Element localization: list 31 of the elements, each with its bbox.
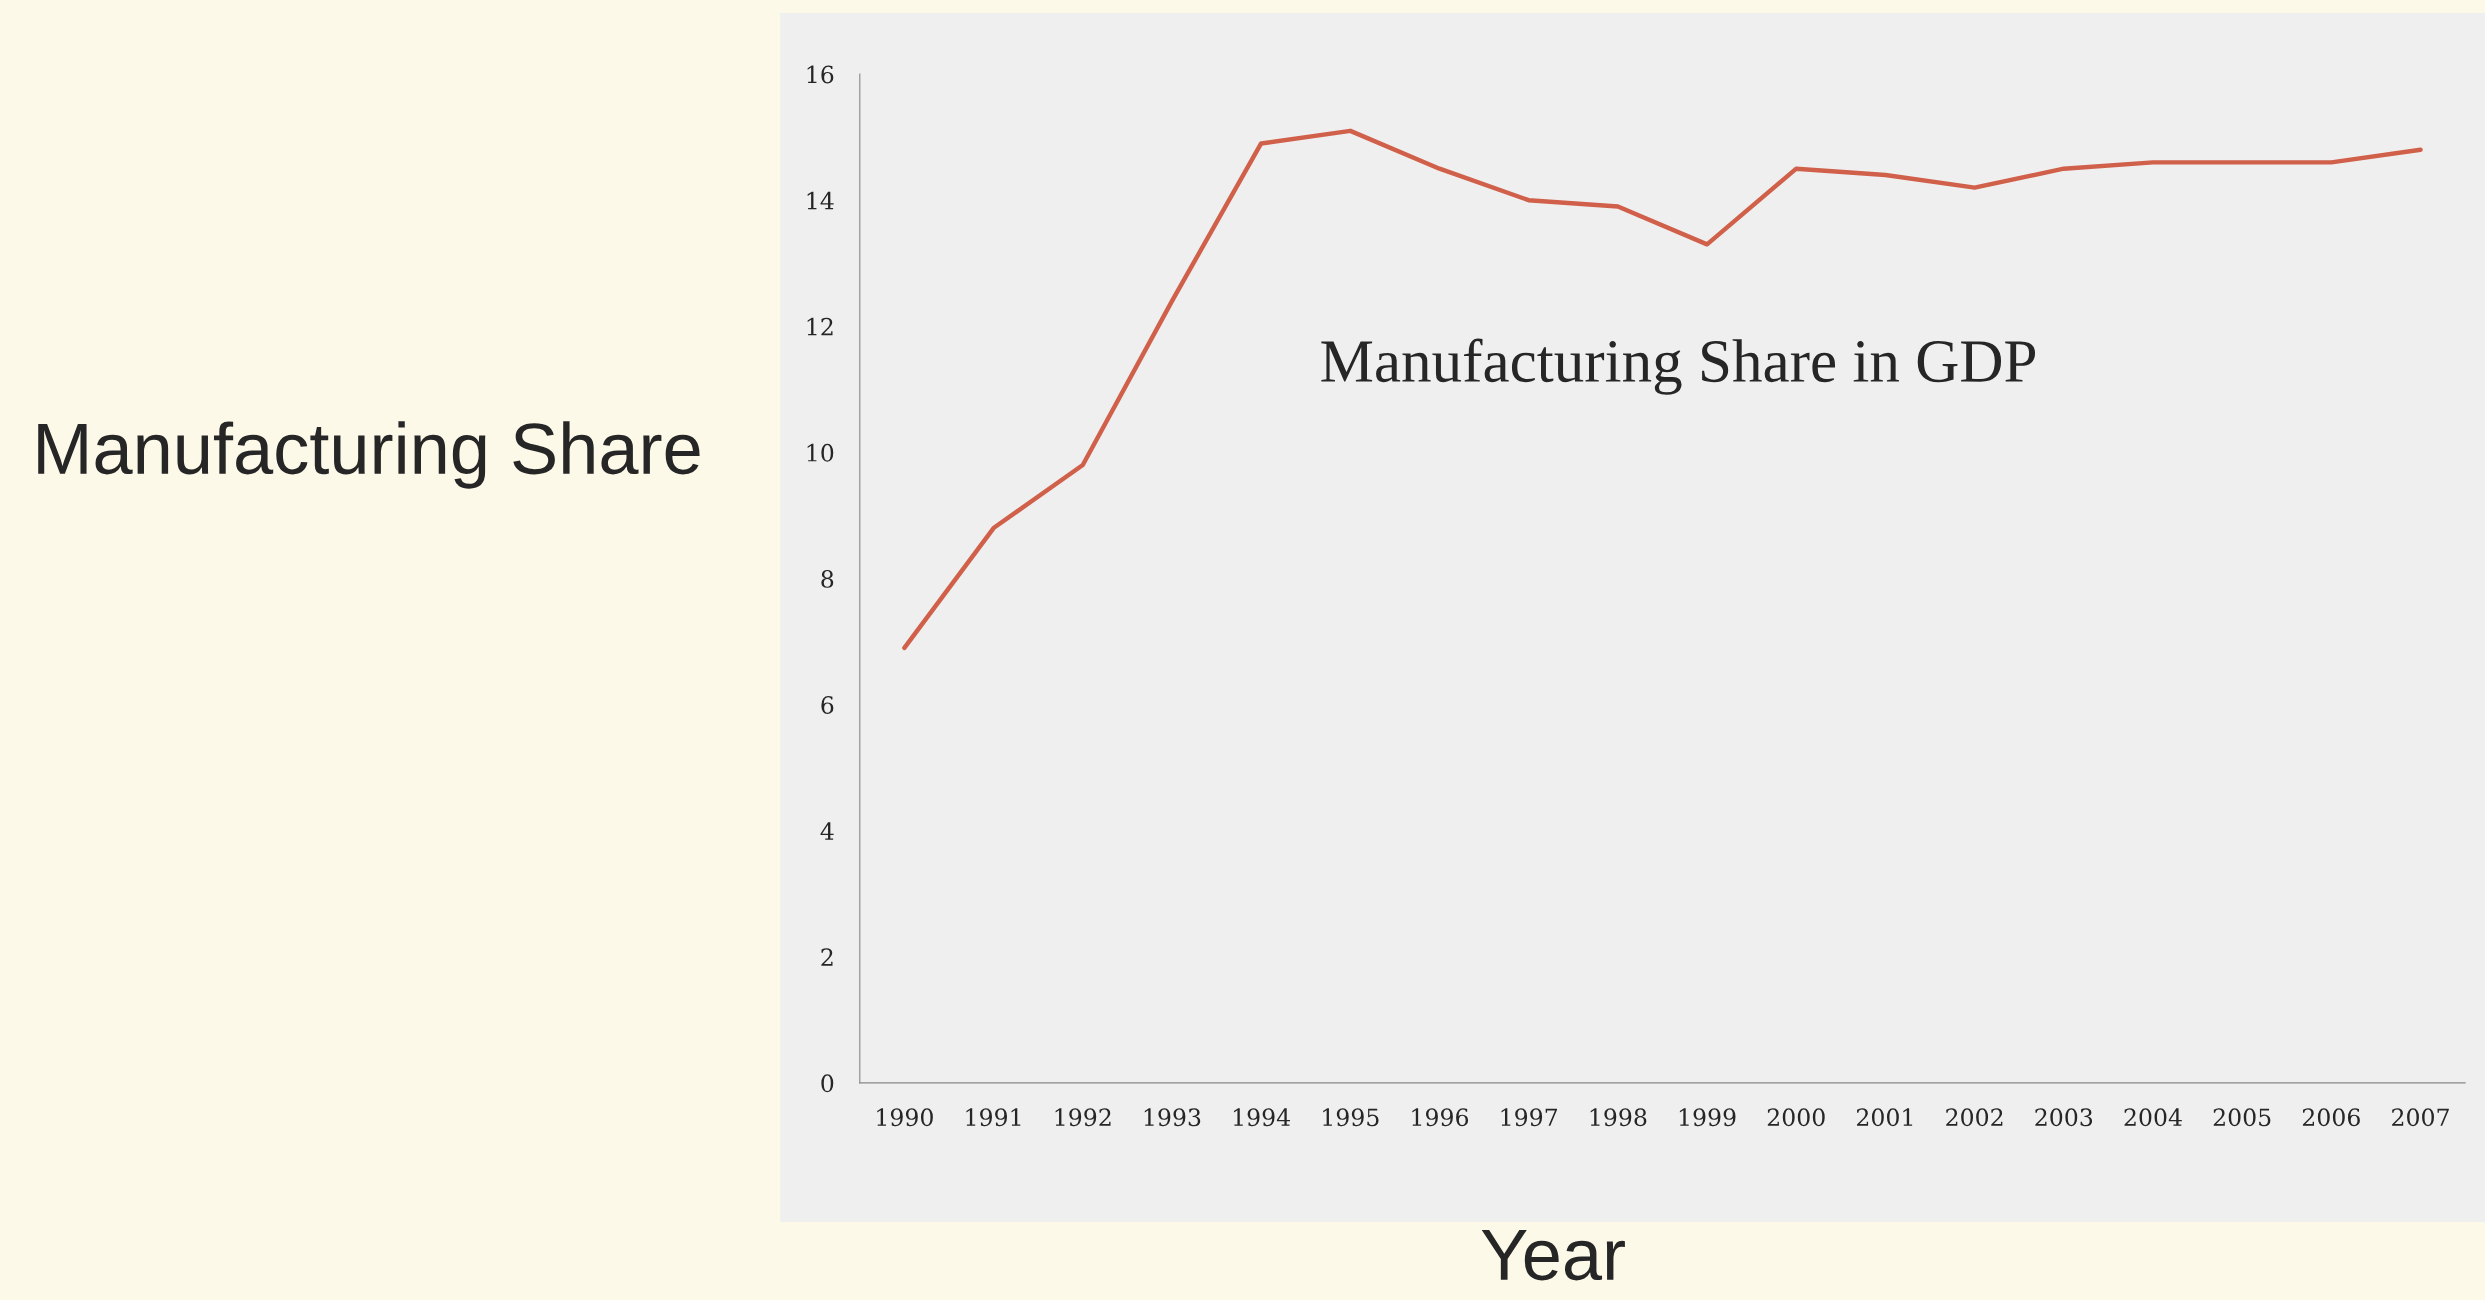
x-tick-label: 1998 <box>1590 1108 1647 1127</box>
x-tick-label: 2005 <box>2213 1108 2271 1127</box>
x-tick-label: 1997 <box>1501 1108 1558 1127</box>
x-tick-label: 1999 <box>1679 1108 1736 1127</box>
x-tick-label: 1991 <box>966 1108 1021 1127</box>
text: Manufacturing Share in GDP <box>1321 338 2036 395</box>
x-tick-label: 1990 <box>877 1108 933 1127</box>
x-tick-label: 1992 <box>1055 1108 1111 1127</box>
y-tick-label: 8 <box>821 569 834 588</box>
y-tick-label: 4 <box>820 822 834 840</box>
y-tick-label: 10 <box>807 443 834 462</box>
x-tick-label: 2006 <box>2302 1108 2360 1127</box>
y-tick-label: 14 <box>807 191 834 210</box>
y-axis-title: Manufacturing Share <box>38 421 700 489</box>
y-tick-label: 16 <box>807 65 834 84</box>
line-series <box>902 128 2423 651</box>
x-tick-label: 2001 <box>1856 1108 1913 1127</box>
x-tick-label: 1994 <box>1233 1108 1290 1127</box>
x-tick-label: 2002 <box>1946 1108 2003 1127</box>
x-tick-label: 1996 <box>1412 1108 1469 1127</box>
x-tick-label: 2000 <box>1767 1108 1825 1127</box>
y-tick-label: 2 <box>821 948 833 966</box>
y-tick-label: 0 <box>821 1074 834 1093</box>
x-tick-label: 1995 <box>1323 1108 1379 1127</box>
y-tick-label: 12 <box>807 317 833 336</box>
x-tick-label: 1993 <box>1144 1108 1201 1127</box>
x-axis-title: Year <box>1481 1229 1625 1281</box>
x-tick-label: 2007 <box>2392 1108 2449 1127</box>
y-tick-label: 6 <box>821 696 834 714</box>
x-tick-label: 2004 <box>2124 1108 2182 1127</box>
x-tick-label: 2003 <box>2035 1108 2093 1127</box>
